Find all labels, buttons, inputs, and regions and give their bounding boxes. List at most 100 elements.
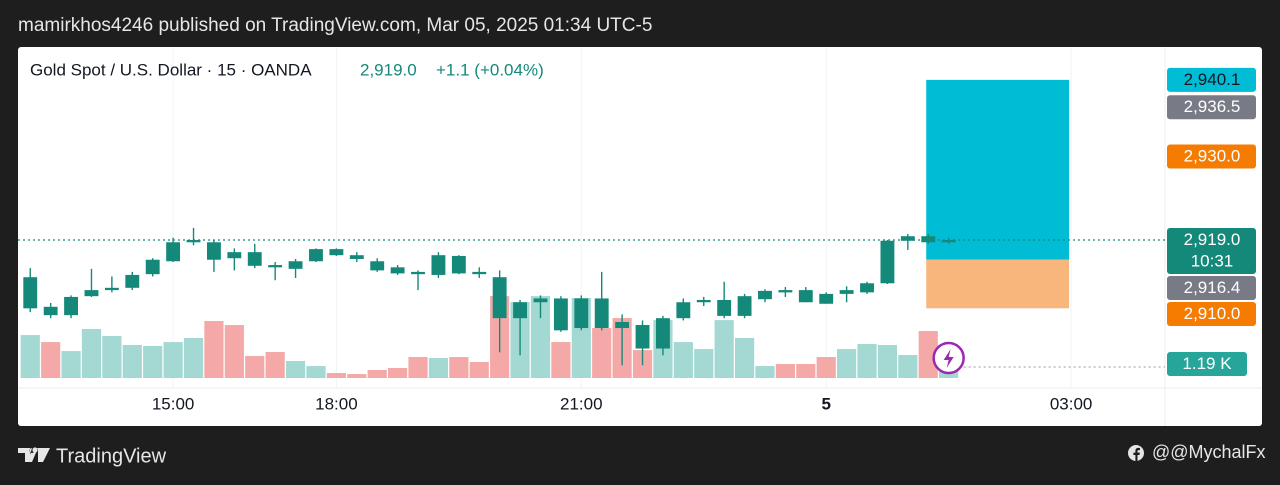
candle-body bbox=[635, 325, 650, 349]
volume-bar bbox=[449, 357, 469, 378]
volume-bar bbox=[714, 320, 734, 378]
volume-bar bbox=[796, 364, 816, 378]
candle-body bbox=[309, 249, 323, 262]
volume-bar bbox=[61, 351, 81, 378]
volume-bar bbox=[694, 349, 714, 378]
candle-body bbox=[23, 277, 38, 309]
countdown-label: 10:31 bbox=[1191, 251, 1234, 270]
candle-body bbox=[594, 298, 609, 329]
legend-price: 2,919.0 bbox=[360, 60, 417, 79]
volume-bar bbox=[877, 345, 898, 378]
candle-body bbox=[655, 318, 670, 349]
candle-body bbox=[615, 321, 630, 329]
volume-bar bbox=[143, 346, 163, 378]
footer-brand: TradingView bbox=[56, 445, 167, 467]
x-tick-label: 03:00 bbox=[1050, 394, 1093, 413]
candle-body bbox=[390, 267, 405, 274]
footer-author: @@MychalFx bbox=[1152, 442, 1266, 462]
volume-bar bbox=[428, 358, 449, 378]
candle-body bbox=[778, 290, 793, 293]
volume-bar bbox=[898, 355, 918, 378]
x-tick-label: 5 bbox=[821, 394, 830, 413]
price-label: 2,936.5 bbox=[1184, 97, 1241, 116]
candle-body bbox=[737, 296, 752, 316]
tv-logo bbox=[18, 448, 38, 462]
candle-body bbox=[758, 290, 772, 300]
alert-bolt bbox=[943, 349, 954, 368]
volume-label-box bbox=[1167, 352, 1247, 377]
volume-bar bbox=[857, 343, 877, 378]
candle-body bbox=[104, 287, 119, 291]
volume-bar bbox=[183, 338, 204, 378]
footer-logo bbox=[18, 447, 50, 462]
candle-body bbox=[717, 299, 732, 316]
volume-bar bbox=[918, 331, 938, 378]
candle-body bbox=[696, 299, 711, 303]
volume-bar bbox=[20, 335, 40, 378]
position-stop-zone bbox=[926, 259, 1070, 309]
candle-body bbox=[329, 249, 344, 256]
price-label: 2,919.0 bbox=[1184, 230, 1241, 249]
candle-body bbox=[941, 240, 956, 243]
tv-logo-dot bbox=[32, 447, 38, 453]
volume-bar bbox=[224, 325, 244, 378]
candle-body bbox=[84, 290, 99, 297]
volume-bar bbox=[41, 342, 61, 378]
volume-bar bbox=[816, 357, 836, 378]
candle-body bbox=[166, 242, 181, 262]
volume-bar bbox=[367, 370, 387, 378]
candle-body bbox=[839, 290, 854, 294]
candle-body bbox=[43, 306, 58, 316]
price-label-box bbox=[1167, 95, 1256, 120]
candle-body bbox=[451, 255, 466, 274]
candle-body bbox=[676, 302, 691, 319]
candle-body bbox=[798, 290, 813, 303]
volume-bar bbox=[285, 360, 306, 378]
candle-body bbox=[247, 252, 262, 266]
candle-body bbox=[206, 242, 221, 260]
candle-body bbox=[370, 261, 385, 271]
candle-body bbox=[349, 255, 364, 259]
candle-body bbox=[227, 252, 242, 259]
volume-label: 1.19 K bbox=[1182, 354, 1232, 373]
volume-bar bbox=[837, 349, 857, 378]
volume-bar bbox=[102, 335, 122, 378]
x-tick-label: 21:00 bbox=[560, 394, 603, 413]
volume-bar bbox=[469, 362, 489, 378]
tv-logo-slash bbox=[38, 448, 50, 462]
volume-bar bbox=[81, 329, 102, 378]
price-label: 2,930.0 bbox=[1184, 147, 1241, 166]
volume-bar bbox=[408, 357, 428, 378]
candle-body bbox=[288, 261, 303, 269]
volume-bar bbox=[326, 373, 346, 378]
price-label-box bbox=[1167, 144, 1256, 169]
candle-body bbox=[860, 283, 874, 293]
candle-body bbox=[268, 265, 283, 268]
candle-body bbox=[411, 271, 425, 275]
volume-bar bbox=[755, 366, 775, 378]
candle-body bbox=[186, 240, 201, 243]
candle-body bbox=[472, 271, 487, 275]
candle-body bbox=[921, 236, 936, 243]
price-label-box bbox=[1167, 302, 1256, 327]
volume-bar bbox=[122, 345, 142, 378]
candle-body bbox=[492, 277, 507, 319]
header: mamirkhos4246 published on TradingView.c… bbox=[18, 15, 652, 36]
candle-body bbox=[533, 298, 548, 303]
volume-bar bbox=[734, 338, 755, 378]
candle-body bbox=[880, 240, 895, 284]
candle-body bbox=[900, 236, 915, 241]
volume-bar bbox=[592, 328, 612, 378]
price-label: 2,940.1 bbox=[1184, 70, 1241, 89]
volume-bar bbox=[245, 356, 265, 378]
candle-body bbox=[431, 255, 446, 275]
candle-body bbox=[553, 298, 568, 331]
legend-symbol: Gold Spot / U.S. Dollar · 15 · OANDA bbox=[30, 60, 312, 79]
price-label-box bbox=[1167, 228, 1256, 275]
volume-bar bbox=[530, 296, 551, 378]
price-label: 2,916.4 bbox=[1184, 278, 1241, 297]
volume-bar bbox=[204, 321, 224, 378]
volume-bar bbox=[551, 342, 571, 378]
